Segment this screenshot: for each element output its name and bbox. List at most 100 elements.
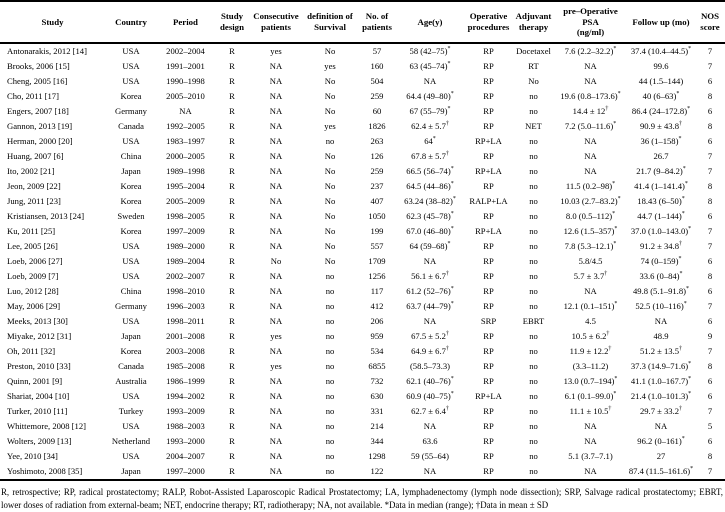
table-cell: 96.2 (0–161)* <box>637 435 685 446</box>
data-marker: * <box>676 90 680 97</box>
table-cell: USA <box>122 60 140 71</box>
column-header: Country <box>105 1 157 44</box>
table-cell: 87.4 (11.5–161.6)* <box>628 465 694 476</box>
table-cell: NA <box>269 285 283 296</box>
table-cell: Korea <box>120 195 142 206</box>
table-cell: 18.43 (6–50)* <box>637 195 685 206</box>
table-cell: R <box>229 60 235 71</box>
table-cell: Huang, 2007 [6] <box>7 150 64 161</box>
data-marker: * <box>613 120 617 127</box>
table-cell: 8.0 (0.5–112)* <box>565 210 616 221</box>
table-cell: 44.7 (1–144)* <box>637 210 685 221</box>
table-cell: 13.0 (0.7–194)* <box>563 375 618 386</box>
table-cell: R <box>229 135 235 146</box>
table-cell: NA <box>269 90 283 101</box>
table-cell: 10.03 (2.7–83.2)* <box>560 195 621 206</box>
table-cell: 259 <box>370 165 384 176</box>
table-row: Jeon, 2009 [22] Korea 1995–2004 R NA No 237 64.… <box>0 179 725 194</box>
table-row: Jung, 2011 [23] Korea 2005–2009 R NA No 407 63.… <box>0 194 725 209</box>
table-cell: Engers, 2007 [18] <box>7 105 69 116</box>
table-cell: USA <box>122 270 140 281</box>
table-cell: 7 <box>707 405 713 416</box>
column-header: Consecutive patients <box>250 1 302 44</box>
table-cell: 557 <box>370 240 384 251</box>
table-cell: 259 <box>370 90 384 101</box>
table-cell: Cho, 2011 [17] <box>7 90 59 101</box>
table-row: Gannon, 2013 [19] Canada 1992–2005 R NA yes 18… <box>0 119 725 134</box>
table-cell: Brooks, 2006 [15] <box>7 60 70 71</box>
table-cell: 8 <box>707 195 713 206</box>
table-cell: Luo, 2012 [28] <box>7 285 59 296</box>
table-cell: no <box>529 180 538 191</box>
table-cell: 344 <box>370 435 384 446</box>
table-cell: 63 (45–74)* <box>409 60 451 71</box>
table-cell: no <box>529 225 538 236</box>
table-cell: Germany <box>115 105 147 116</box>
table-cell: R <box>229 105 235 116</box>
table-row: Yee, 2010 [34] USA 2004–2007 R NA no 1298 59 (5… <box>0 449 725 464</box>
table-cell: NA <box>269 270 283 281</box>
table-cell: 1826 <box>368 120 386 131</box>
data-marker: * <box>614 375 618 382</box>
table-cell: 1997–2000 <box>166 465 205 476</box>
table-cell: R <box>229 450 235 461</box>
table-cell: 91.2 ± 34.8† <box>639 240 683 251</box>
table-cell: no <box>529 195 538 206</box>
table-cell: NA <box>269 435 283 446</box>
table-cell: No <box>324 150 336 161</box>
table-cell: 36 (1–158)* <box>640 135 682 146</box>
table-cell: 5.1 (3.7–7.1) <box>568 450 613 461</box>
table-cell: 7 <box>707 150 713 161</box>
table-row: Luo, 2012 [28] China 1998–2010 R NA no 117 61.2… <box>0 284 725 299</box>
table-cell: 5 <box>707 420 713 431</box>
column-header: Operative procedures <box>464 1 513 44</box>
table-cell: 534 <box>370 345 384 356</box>
table-cell: 8 <box>707 270 713 281</box>
table-cell: 6 <box>707 435 713 446</box>
table-cell: No <box>270 255 282 266</box>
data-marker: † <box>605 105 609 112</box>
table-cell: no <box>325 285 335 296</box>
data-marker: * <box>688 45 692 52</box>
data-marker: * <box>614 225 618 232</box>
data-marker: † <box>445 120 449 127</box>
table-cell: RP <box>483 300 494 311</box>
data-marker: † <box>608 405 612 412</box>
table-cell: No <box>528 75 539 86</box>
table-cell: no <box>325 390 335 401</box>
table-cell: 630 <box>370 390 384 401</box>
table-cell: 1993–2000 <box>166 435 205 446</box>
data-marker: † <box>679 345 683 352</box>
table-cell: RP <box>483 345 494 356</box>
table-cell: no <box>529 465 538 476</box>
table-cell: RP+LA <box>475 165 502 176</box>
table-cell: 160 <box>370 60 384 71</box>
table-cell: No <box>324 75 336 86</box>
table-cell: USA <box>122 135 140 146</box>
table-cell: 14.4 ± 12† <box>572 105 609 116</box>
data-marker: * <box>450 165 454 172</box>
table-cell: 2000–2005 <box>166 150 205 161</box>
table-cell: R <box>229 180 235 191</box>
table-cell: no <box>529 405 538 416</box>
table-cell: 1998–2011 <box>166 315 205 326</box>
table-cell: Kristiansen, 2013 [24] <box>7 210 85 221</box>
table-cell: USA <box>122 255 140 266</box>
data-marker: * <box>450 210 454 217</box>
table-cell: R <box>229 285 235 296</box>
table-cell: USA <box>122 390 140 401</box>
table-cell: RP <box>483 210 494 221</box>
table-cell: RP <box>483 270 494 281</box>
table-cell: 67.0 (46–80)* <box>406 225 454 236</box>
table-cell: RT <box>528 60 539 71</box>
table-cell: 7 <box>707 240 713 251</box>
table-cell: no <box>325 375 335 386</box>
table-cell: no <box>325 360 335 371</box>
table-cell: NA <box>584 420 597 431</box>
table-cell: 62.3 (45–78)* <box>406 210 454 221</box>
table-cell: 7 <box>707 60 713 71</box>
table-cell: 37.3 (14.9–71.6)* <box>630 360 692 371</box>
table-cell: 412 <box>370 300 384 311</box>
table-cell: 7.6 (2.2–32.2)* <box>564 45 617 56</box>
table-cell: RP <box>483 330 494 341</box>
